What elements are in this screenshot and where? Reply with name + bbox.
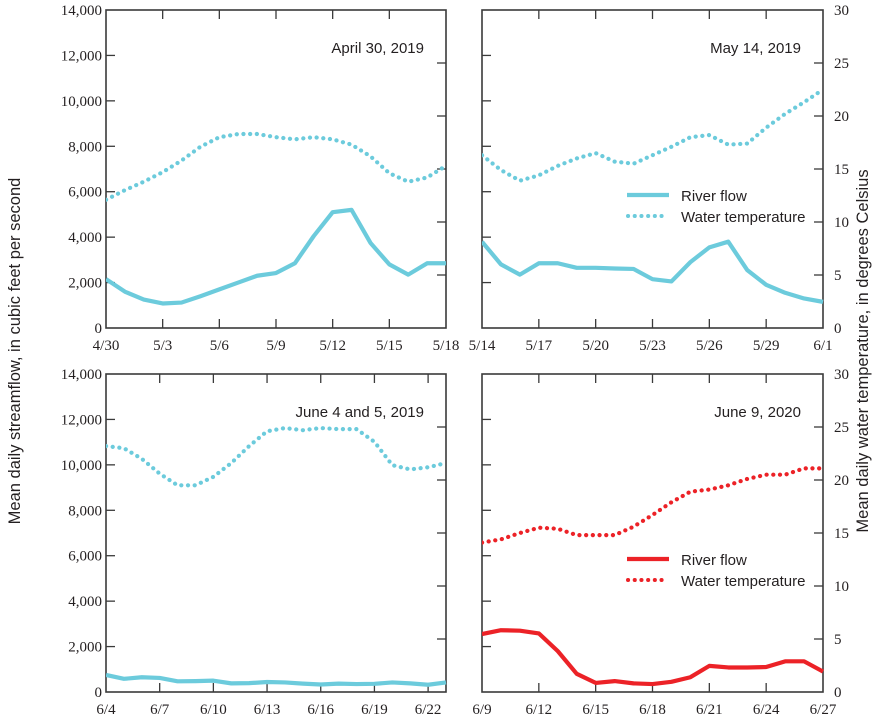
legend-temp-label: Water temperature (681, 573, 806, 590)
temperature-series-line (106, 131, 448, 202)
right-tick-label: 10 (834, 579, 849, 595)
right-tick-label: 10 (834, 215, 849, 231)
left-tick-label: 10,000 (61, 458, 102, 474)
right-tick-label: 15 (834, 162, 849, 178)
x-tick-label: 5/18 (433, 338, 460, 354)
x-tick-label: 6/1 (813, 338, 832, 354)
right-tick-label: 20 (834, 109, 849, 125)
plot-frame (105, 9, 447, 329)
right-tick-label: 5 (834, 632, 842, 648)
x-tick-label: 6/18 (639, 702, 666, 718)
left-tick-label: 8,000 (68, 503, 102, 519)
right-tick-label: 25 (834, 420, 849, 436)
flow-series-line (106, 672, 447, 687)
left-tick-label: 12,000 (61, 48, 102, 64)
flow-series-line (482, 239, 824, 304)
left-tick-label: 2,000 (68, 640, 102, 656)
left-axis-title: Mean daily streamflow, in cubic feet per… (6, 178, 24, 525)
panel-title: May 14, 2019 (710, 40, 801, 57)
x-tick-label: 5/12 (319, 338, 346, 354)
right-tick-label: 25 (834, 56, 849, 72)
x-tick-label: 6/10 (200, 702, 227, 718)
panels-layer: 0 2,000 4,000 6,000 8,000 10,000 12,000 14,000 4… (61, 3, 849, 718)
panel-title: June 4 and 5, 2019 (296, 404, 424, 421)
left-tick-label: 2,000 (68, 276, 102, 292)
temperature-series-line (482, 87, 825, 183)
left-tick-label: 6,000 (68, 549, 102, 565)
left-tick-label: 10,000 (61, 94, 102, 110)
right-axis-title: Mean daily water temperature, in degrees… (854, 169, 872, 532)
right-tick-label: 5 (834, 268, 842, 284)
x-tick-label: 4/30 (93, 338, 120, 354)
x-tick-label: 5/6 (210, 338, 230, 354)
temperature-series-line (106, 425, 448, 488)
x-tick-label: 6/16 (307, 702, 334, 718)
left-tick-label: 12,000 (61, 412, 102, 428)
temperature-series-line (482, 466, 825, 545)
x-tick-label: 5/20 (582, 338, 609, 354)
x-tick-label: 6/12 (525, 702, 552, 718)
left-tick-label: 0 (95, 321, 103, 337)
flow-series-line (106, 207, 446, 306)
x-tick-label: 6/21 (696, 702, 723, 718)
left-tick-label: 0 (95, 685, 103, 701)
x-tick-label: 6/19 (361, 702, 388, 718)
legend-temp-label: Water temperature (681, 209, 806, 226)
x-tick-label: 6/7 (150, 702, 170, 718)
left-tick-label: 4,000 (68, 230, 102, 246)
panel-3: 0 2,000 4,000 6,000 8,000 10,000 12,000 14,000 6… (61, 367, 448, 718)
right-tick-label: 15 (834, 526, 849, 542)
x-tick-label: 6/15 (582, 702, 609, 718)
legend-flow-label: River flow (681, 188, 747, 205)
right-tick-label: 20 (834, 473, 849, 489)
x-tick-label: 5/3 (153, 338, 172, 354)
left-tick-label: 8,000 (68, 139, 102, 155)
right-tick-label: 0 (834, 321, 842, 337)
x-tick-label: 5/23 (639, 338, 666, 354)
x-tick-label: 5/14 (469, 338, 496, 354)
panel-title: June 9, 2020 (714, 404, 801, 421)
left-tick-label: 4,000 (68, 594, 102, 610)
right-tick-label: 0 (834, 685, 842, 701)
plot-frame (105, 373, 447, 693)
panel-2: 0 5 10 15 20 25 30 5/14 5/17 5/20 5/23 5/26 5/29 6/1 M… (469, 3, 849, 354)
right-tick-label: 30 (834, 3, 849, 19)
left-tick-label: 14,000 (61, 3, 102, 19)
flow-series-line (482, 628, 824, 687)
legend-flow-label: River flow (681, 552, 747, 569)
x-tick-label: 5/29 (753, 338, 780, 354)
x-tick-label: 6/22 (415, 702, 442, 718)
x-tick-label: 6/9 (472, 702, 491, 718)
x-tick-label: 5/17 (525, 338, 552, 354)
plot-frame (481, 373, 824, 693)
panel-title: April 30, 2019 (331, 40, 424, 57)
left-tick-label: 6,000 (68, 185, 102, 201)
left-tick-label: 14,000 (61, 367, 102, 383)
x-tick-label: 6/24 (753, 702, 780, 718)
x-tick-label: 6/27 (810, 702, 837, 718)
x-tick-label: 6/4 (96, 702, 116, 718)
right-tick-label: 30 (834, 367, 849, 383)
x-tick-label: 5/9 (266, 338, 285, 354)
x-tick-label: 6/13 (254, 702, 281, 718)
x-tick-label: 5/15 (376, 338, 403, 354)
x-tick-label: 5/26 (696, 338, 723, 354)
panel-4: 0 5 10 15 20 25 30 6/9 6/12 6/15 6/18 6/21 6/24 6/27 J… (472, 367, 849, 718)
panel-1: 0 2,000 4,000 6,000 8,000 10,000 12,000 14,000 4… (61, 3, 460, 354)
legend: River flow Water temperature (626, 552, 806, 590)
legend: River flow Water temperature (626, 188, 806, 226)
